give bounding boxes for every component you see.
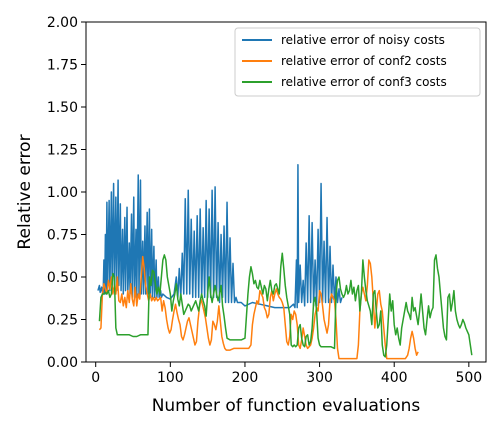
y-tick-label: 1.50 (47, 100, 78, 116)
y-axis: 0.00 0.25 0.50 0.75 1.00 1.25 1.50 1.75 2.00 (47, 15, 86, 371)
legend-label-noisy: relative error of noisy costs (281, 33, 445, 47)
y-tick-label: 1.25 (47, 143, 78, 159)
series-layer (97, 164, 473, 360)
y-tick-label: 2.00 (47, 15, 78, 31)
y-tick-label: 0.50 (47, 270, 78, 286)
x-axis: 0 100 200 300 400 500 (91, 362, 482, 386)
x-tick-label: 200 (232, 370, 259, 386)
legend: relative error of noisy costs relative e… (234, 27, 481, 97)
x-axis-title: Number of function evaluations (152, 396, 421, 416)
legend-label-conf3: relative error of conf3 costs (281, 75, 447, 89)
series-line-1 (97, 164, 343, 309)
y-tick-label: 0.25 (47, 313, 78, 329)
x-tick-label: 0 (91, 370, 100, 386)
series-line-3 (98, 252, 473, 358)
y-tick-label: 0.75 (47, 228, 78, 244)
y-tick-label: 1.75 (47, 58, 78, 74)
y-tick-label: 1.00 (47, 185, 78, 201)
x-tick-label: 400 (381, 370, 408, 386)
y-tick-label: 0.00 (47, 355, 78, 371)
legend-box (234, 27, 481, 97)
series-line-2 (98, 255, 419, 360)
x-tick-label: 300 (306, 370, 333, 386)
x-tick-label: 500 (455, 370, 482, 386)
x-tick-label: 100 (157, 370, 184, 386)
y-axis-title: Relative error (15, 134, 35, 249)
legend-label-conf2: relative error of conf2 costs (281, 54, 447, 68)
